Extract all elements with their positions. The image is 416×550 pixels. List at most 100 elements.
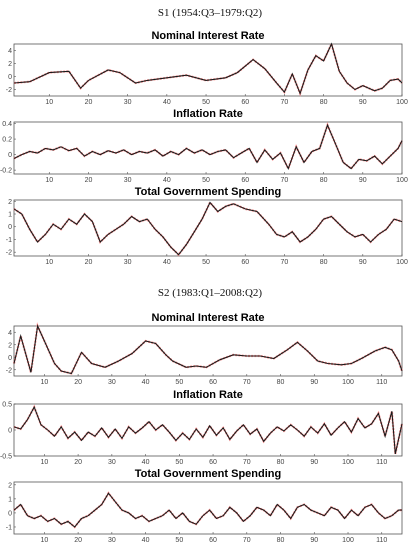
x-tick-label: 30 bbox=[108, 537, 116, 544]
x-tick-label: 90 bbox=[310, 379, 318, 386]
x-tick-label: 40 bbox=[142, 459, 150, 466]
x-tick-label: 60 bbox=[209, 537, 217, 544]
y-tick-label: 0.5 bbox=[2, 402, 12, 409]
x-tick-label: 110 bbox=[376, 379, 387, 386]
x-tick-label: 100 bbox=[396, 259, 408, 266]
x-tick-label: 20 bbox=[74, 459, 82, 466]
x-tick-label: 10 bbox=[45, 259, 53, 266]
y-tick-label: -2 bbox=[6, 367, 12, 374]
y-tick-label: 0 bbox=[8, 428, 12, 435]
y-tick-label: 1 bbox=[8, 212, 12, 219]
series-line bbox=[13, 405, 403, 455]
x-tick-label: 20 bbox=[74, 537, 82, 544]
x-tick-label: 10 bbox=[40, 537, 48, 544]
series-line bbox=[13, 324, 403, 375]
y-tick-label: 0 bbox=[8, 74, 12, 81]
x-tick-label: 50 bbox=[175, 379, 183, 386]
x-tick-label: 70 bbox=[243, 379, 251, 386]
x-tick-label: 100 bbox=[342, 537, 354, 544]
x-tick-label: 40 bbox=[163, 177, 171, 184]
panel-title: Nominal Interest Rate bbox=[151, 30, 264, 42]
panel-title: Inflation Rate bbox=[173, 389, 243, 401]
series-line bbox=[13, 123, 403, 170]
y-tick-label: -1 bbox=[6, 237, 12, 244]
x-tick-label: 110 bbox=[376, 459, 387, 466]
x-tick-label: 40 bbox=[163, 99, 171, 106]
plot-frame bbox=[13, 199, 403, 257]
x-tick-label: 70 bbox=[281, 177, 289, 184]
x-tick-label: 110 bbox=[376, 537, 387, 544]
y-tick-label: -1 bbox=[6, 524, 12, 531]
x-tick-label: 60 bbox=[209, 459, 217, 466]
x-tick-label: 60 bbox=[241, 99, 249, 106]
x-tick-label: 80 bbox=[320, 99, 328, 106]
y-tick-label: 0 bbox=[8, 224, 12, 231]
y-tick-label: 2 bbox=[8, 482, 12, 489]
x-tick-label: 30 bbox=[124, 259, 132, 266]
x-tick-label: 20 bbox=[85, 177, 93, 184]
x-tick-label: 30 bbox=[124, 177, 132, 184]
section-title-s1: S1 (1954:Q3–1979:Q2) bbox=[158, 7, 263, 19]
y-tick-label: 0 bbox=[8, 510, 12, 517]
y-tick-label: 4 bbox=[8, 48, 12, 55]
x-tick-label: 80 bbox=[277, 379, 285, 386]
x-tick-label: 10 bbox=[45, 99, 53, 106]
x-tick-label: 90 bbox=[359, 259, 367, 266]
y-tick-label: -0.5 bbox=[0, 454, 12, 461]
x-tick-label: 20 bbox=[85, 259, 93, 266]
panel-title: Inflation Rate bbox=[173, 108, 243, 120]
x-tick-label: 50 bbox=[175, 537, 183, 544]
x-tick-label: 50 bbox=[202, 177, 210, 184]
x-tick-label: 100 bbox=[342, 379, 354, 386]
panel-title: Total Government Spending bbox=[135, 186, 281, 198]
x-tick-label: 50 bbox=[202, 259, 210, 266]
x-tick-label: 70 bbox=[281, 259, 289, 266]
x-tick-label: 50 bbox=[202, 99, 210, 106]
series-line bbox=[13, 201, 403, 256]
x-tick-label: 100 bbox=[342, 459, 354, 466]
x-tick-label: 40 bbox=[163, 259, 171, 266]
chart-panel: Inflation Rate 10 20 30 40 50 60 70 80 90 100 -0.2 0… bbox=[0, 108, 408, 184]
y-tick-label: 0 bbox=[8, 355, 12, 362]
x-tick-label: 90 bbox=[359, 177, 367, 184]
x-tick-label: 40 bbox=[142, 379, 150, 386]
x-tick-label: 80 bbox=[277, 537, 285, 544]
x-tick-label: 60 bbox=[209, 379, 217, 386]
y-tick-label: 0.4 bbox=[2, 121, 12, 128]
chart-panel: Inflation Rate 10 20 30 40 50 60 70 80 90 100 110 -0… bbox=[0, 389, 404, 466]
x-tick-label: 90 bbox=[310, 537, 318, 544]
y-tick-label: 1 bbox=[8, 496, 12, 503]
plot-frame bbox=[13, 121, 403, 175]
x-tick-label: 10 bbox=[40, 459, 48, 466]
section-title-s2: S2 (1983:Q1–2008:Q2) bbox=[158, 287, 263, 299]
x-tick-label: 100 bbox=[396, 99, 408, 106]
x-tick-label: 70 bbox=[243, 459, 251, 466]
x-tick-label: 60 bbox=[241, 259, 249, 266]
x-tick-label: 20 bbox=[74, 379, 82, 386]
y-tick-label: 0 bbox=[8, 152, 12, 159]
x-tick-label: 10 bbox=[45, 177, 53, 184]
x-tick-label: 30 bbox=[108, 459, 116, 466]
plot-frame bbox=[13, 325, 403, 377]
plot-frame bbox=[13, 481, 403, 535]
x-tick-label: 70 bbox=[281, 99, 289, 106]
x-tick-label: 50 bbox=[175, 459, 183, 466]
x-tick-label: 80 bbox=[320, 177, 328, 184]
panel-title: Total Government Spending bbox=[135, 468, 281, 480]
x-tick-label: 40 bbox=[142, 537, 150, 544]
panel-title: Nominal Interest Rate bbox=[151, 312, 264, 324]
y-tick-label: -2 bbox=[6, 87, 12, 94]
x-tick-label: 30 bbox=[124, 99, 132, 106]
series-line bbox=[13, 42, 403, 95]
x-tick-label: 80 bbox=[277, 459, 285, 466]
x-tick-label: 90 bbox=[310, 459, 318, 466]
x-tick-label: 30 bbox=[108, 379, 116, 386]
x-tick-label: 20 bbox=[85, 99, 93, 106]
x-tick-label: 80 bbox=[320, 259, 328, 266]
x-tick-label: 10 bbox=[40, 379, 48, 386]
x-tick-label: 90 bbox=[359, 99, 367, 106]
